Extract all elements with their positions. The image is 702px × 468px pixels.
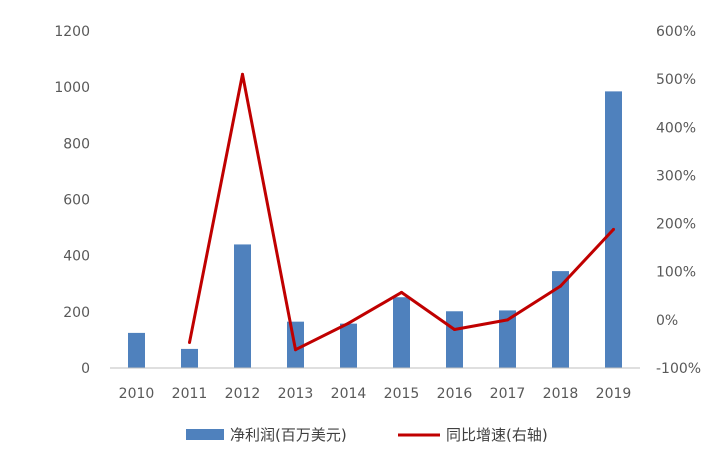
right-tick-label: -100%: [656, 361, 701, 377]
x-tick-label: 2013: [278, 386, 314, 402]
left-tick-label: 200: [63, 305, 90, 321]
left-tick-label: 600: [63, 193, 90, 209]
legend-bar-label: 净利润(百万美元): [230, 426, 347, 444]
bar-2017: [499, 310, 516, 368]
bar-2012: [234, 244, 251, 368]
line-point-2012: [241, 72, 244, 76]
x-tick-label: 2011: [172, 386, 208, 402]
right-tick-label: 0%: [656, 313, 678, 329]
legend-bar-swatch: [186, 429, 224, 440]
x-tick-label: 2019: [596, 386, 632, 402]
legend-line-label: 同比增速(右轴): [446, 426, 548, 444]
bar-2015: [393, 297, 410, 368]
right-tick-label: 200%: [656, 217, 696, 233]
bar-2016: [446, 311, 463, 368]
right-tick-label: 100%: [656, 265, 696, 281]
left-tick-label: 400: [63, 249, 90, 265]
line-point-2013: [294, 348, 297, 352]
x-tick-label: 2012: [225, 386, 261, 402]
line-point-2011: [188, 340, 191, 344]
x-tick-label: 2018: [543, 386, 579, 402]
x-axis-ticks: 2010 2011 2012 2013 2014 2015 2016 2017 2018 2019: [119, 386, 632, 402]
left-axis-ticks: 0 200 400 600 800 1000 1200: [54, 24, 90, 377]
line-point-2017: [506, 318, 509, 322]
bar-2011: [181, 348, 198, 368]
left-tick-label: 0: [81, 361, 90, 377]
x-tick-label: 2010: [119, 386, 155, 402]
line-point-2018: [559, 284, 562, 288]
line-point-2015: [400, 290, 403, 294]
right-tick-label: 400%: [656, 120, 696, 136]
x-tick-label: 2015: [384, 386, 420, 402]
bar-2010: [128, 332, 145, 368]
left-tick-label: 1200: [54, 24, 90, 40]
line-point-2016: [453, 327, 456, 331]
x-tick-label: 2014: [331, 386, 367, 402]
line-point-2019: [612, 227, 615, 231]
right-axis-ticks: -100% 0% 100% 200% 300% 400% 500% 600%: [656, 24, 701, 377]
x-tick-label: 2016: [437, 386, 473, 402]
line-point-2014: [347, 321, 350, 325]
left-tick-label: 1000: [54, 80, 90, 96]
line-series: [188, 72, 615, 352]
bar-series: [128, 91, 622, 369]
bar-2018: [552, 271, 569, 368]
bar-2014: [340, 323, 357, 368]
x-tick-label: 2017: [490, 386, 526, 402]
right-tick-label: 600%: [656, 24, 696, 40]
right-tick-label: 500%: [656, 72, 696, 88]
right-tick-label: 300%: [656, 168, 696, 184]
legend: 净利润(百万美元) 同比增速(右轴): [186, 426, 548, 444]
left-tick-label: 800: [63, 136, 90, 152]
